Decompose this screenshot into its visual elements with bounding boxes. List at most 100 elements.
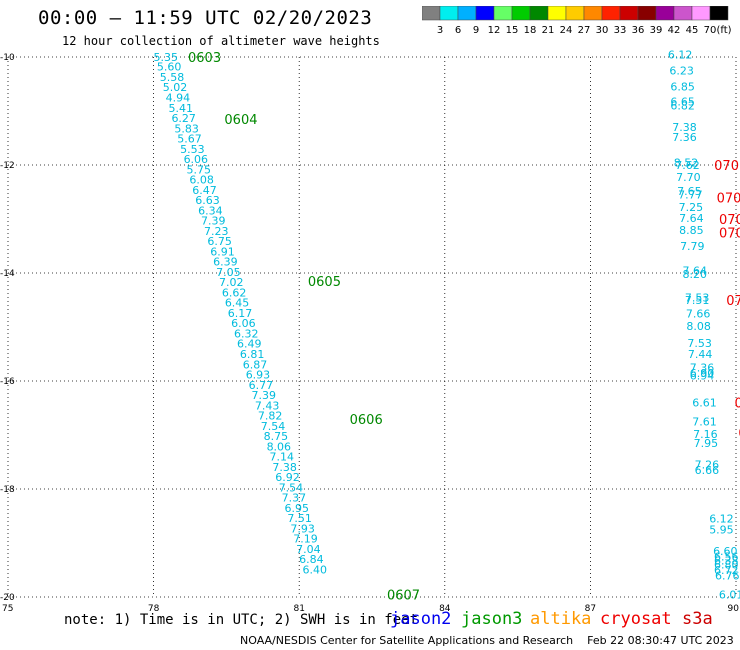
colorbar: 3 6 9 12 15 18 21 24 27 30 33 36 39 42 45 70 (ft) xyxy=(422,6,732,36)
wave-height-label: 6.90 xyxy=(690,367,715,380)
time-label-edge: 070 xyxy=(719,227,740,242)
wave-height-label: 7.02 xyxy=(219,276,244,289)
x-tick-label: 87 xyxy=(585,604,596,614)
wave-height-label: 6.34 xyxy=(198,204,223,217)
wave-height-label: 7.51 xyxy=(287,512,312,525)
wave-height-label: 5.58 xyxy=(160,71,185,84)
wave-height-label: 6.72 xyxy=(714,564,739,577)
wave-height-label: 7.04 xyxy=(296,543,321,556)
colorbar-label: 24 xyxy=(560,25,573,36)
chart-subtitle: 12 hour collection of altimeter wave hei… xyxy=(62,34,380,48)
wave-height-label: 7.44 xyxy=(688,348,713,361)
wave-height-label: 6.01 xyxy=(719,588,740,601)
wave-height-label: 6.17 xyxy=(228,307,253,320)
legend-jason2: jason2 xyxy=(390,609,452,629)
note-text: note: 1) Time is in UTC; 2) SWH is in fe… xyxy=(64,612,419,628)
colorbar-swatch xyxy=(709,6,729,21)
wave-height-label: 7.43 xyxy=(255,399,280,412)
colorbar-label: 3 xyxy=(437,25,443,36)
y-tick-label: -14 xyxy=(0,269,15,279)
colorbar-label: 27 xyxy=(578,25,591,36)
wave-height-label: 7.82 xyxy=(258,410,283,423)
wave-height-label: 6.45 xyxy=(225,297,250,310)
wave-height-label: 6.84 xyxy=(299,553,324,566)
time-label-edge: 0 xyxy=(738,426,740,441)
wave-height-label: 7.25 xyxy=(679,201,704,214)
chart-title: 00:00 – 11:59 UTC 02/20/2023 xyxy=(38,7,373,29)
colorbar-label: 18 xyxy=(524,25,537,36)
colorbar-label: 33 xyxy=(614,25,627,36)
time-label: 0605 xyxy=(308,275,341,290)
wave-height-label: 6.56 xyxy=(714,551,739,564)
time-label: 0607 xyxy=(387,588,420,603)
colorbar-label: 6 xyxy=(455,25,461,36)
wave-height-label: 7.05 xyxy=(216,266,241,279)
y-tick-label: -12 xyxy=(0,161,15,171)
time-label-edge: 070 xyxy=(719,213,740,228)
wave-height-label: 7.64 xyxy=(679,212,704,225)
wave-height-label: 7.19 xyxy=(293,533,318,546)
colorbar-label: (ft) xyxy=(716,25,731,36)
wave-height-label: 6.08 xyxy=(189,174,214,187)
wave-height-label: 6.39 xyxy=(213,256,238,269)
colorbar-label: 15 xyxy=(506,25,519,36)
wave-height-label: 5.02 xyxy=(163,81,188,94)
colorbar-label: 12 xyxy=(488,25,501,36)
wave-height-label: 5.53 xyxy=(180,143,205,156)
wave-height-label: 7.62 xyxy=(675,159,700,172)
x-tick-label: 81 xyxy=(293,604,304,614)
wave-height-label: 8.85 xyxy=(679,224,704,237)
wave-height-label: 6.81 xyxy=(240,348,265,361)
wave-height-label: 7.53 xyxy=(685,291,710,304)
wave-height-label: 6.92 xyxy=(275,471,300,484)
wave-height-label: 6.94 xyxy=(690,370,715,383)
wave-height-label: 6.12 xyxy=(709,513,734,526)
legend-jason3: jason3 xyxy=(461,609,523,629)
wave-height-label: 7.66 xyxy=(686,308,711,321)
wave-height-label: 7.95 xyxy=(694,437,719,450)
wave-height-label: 6.66 xyxy=(695,464,720,477)
wave-height-label: 6.65 xyxy=(670,95,695,108)
wave-height-label: 6.40 xyxy=(302,563,327,576)
wave-height-label: 6.60 xyxy=(713,545,738,558)
wave-height-label: 7.61 xyxy=(692,416,717,429)
wave-height-label: 6.95 xyxy=(285,502,310,515)
wave-height-label: 7.14 xyxy=(269,451,294,464)
wave-height-label: 6.93 xyxy=(246,369,271,382)
y-tick-label: -20 xyxy=(0,593,15,603)
wave-height-label: 5.83 xyxy=(174,122,199,135)
wave-height-label: 5.35 xyxy=(153,51,178,64)
wave-height-label: 7.39 xyxy=(252,389,277,402)
colorbar-label: 39 xyxy=(650,25,663,36)
wave-height-label: 6.87 xyxy=(243,358,268,371)
wave-height-label: 6.47 xyxy=(192,184,217,197)
x-tick-label: 90 xyxy=(728,604,740,614)
wave-height-label: 6.91 xyxy=(210,245,235,258)
wave-height-label: 8.75 xyxy=(264,430,289,443)
wave-height-label: 7.54 xyxy=(279,481,304,494)
colorbar-label: 42 xyxy=(668,25,681,36)
wave-height-label: 6.06 xyxy=(184,153,209,166)
colorbar-label: 9 xyxy=(473,25,479,36)
wave-height-label: 6.80 xyxy=(714,559,739,572)
wave-height-label: 6.61 xyxy=(692,397,717,410)
wave-height-label: 7.37 xyxy=(282,492,307,505)
wave-height-label: 8.20 xyxy=(682,268,707,281)
wave-height-label: 5.60 xyxy=(157,61,182,74)
x-tick-label: 84 xyxy=(439,604,451,614)
wave-height-label: 7.65 xyxy=(677,185,702,198)
wave-height-label: 7.79 xyxy=(680,240,705,253)
wave-height-label: 6.85 xyxy=(670,81,695,94)
legend-cryosat: cryosat xyxy=(600,609,672,629)
wave-height-label: 5.75 xyxy=(186,163,211,176)
y-tick-label: -16 xyxy=(0,377,15,387)
wave-height-label: 7.36 xyxy=(690,362,715,375)
wave-height-label: 6.06 xyxy=(231,317,256,330)
wave-height-label: 7.26 xyxy=(695,459,720,472)
colorbar-label: 21 xyxy=(542,25,555,36)
colorbar-label: 45 xyxy=(686,25,699,36)
wave-height-label: 6.12 xyxy=(668,48,693,61)
wave-height-label: 6.27 xyxy=(171,112,196,125)
wave-height-label: 7.93 xyxy=(290,522,315,535)
footer-credit: NOAA/NESDIS Center for Satellite Applica… xyxy=(240,634,734,647)
